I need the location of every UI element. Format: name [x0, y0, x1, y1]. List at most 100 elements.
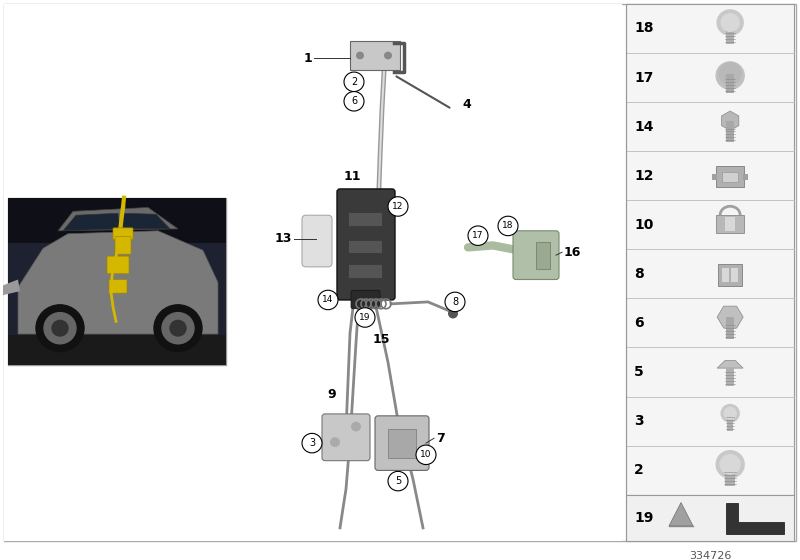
- Circle shape: [344, 91, 364, 111]
- FancyBboxPatch shape: [113, 228, 133, 240]
- FancyBboxPatch shape: [322, 414, 370, 461]
- Circle shape: [170, 320, 186, 336]
- FancyBboxPatch shape: [109, 279, 127, 293]
- Text: 9: 9: [328, 388, 336, 402]
- Text: 17: 17: [472, 231, 484, 240]
- Bar: [536, 241, 550, 269]
- Text: 2: 2: [634, 463, 644, 477]
- Bar: [725, 464, 735, 486]
- Polygon shape: [726, 502, 784, 534]
- Bar: [726, 22, 734, 44]
- Polygon shape: [123, 213, 170, 229]
- Circle shape: [36, 305, 84, 352]
- Circle shape: [154, 305, 202, 352]
- Bar: [712, 174, 717, 180]
- Circle shape: [468, 226, 488, 245]
- Bar: [725, 217, 735, 231]
- Polygon shape: [18, 231, 218, 334]
- FancyBboxPatch shape: [107, 256, 129, 274]
- Bar: [348, 240, 382, 253]
- Text: 6: 6: [351, 96, 357, 106]
- FancyBboxPatch shape: [337, 189, 395, 300]
- Bar: [626, 494, 794, 542]
- Text: 5: 5: [395, 476, 401, 486]
- Text: 8: 8: [452, 297, 458, 307]
- Circle shape: [344, 72, 364, 91]
- Circle shape: [719, 63, 741, 85]
- Bar: [4, 4, 622, 542]
- Bar: [8, 335, 226, 365]
- Text: 14: 14: [634, 120, 654, 134]
- Circle shape: [351, 422, 361, 431]
- Text: 10: 10: [420, 450, 432, 459]
- Bar: [8, 198, 226, 243]
- Text: 3: 3: [309, 438, 315, 448]
- Text: 11: 11: [343, 170, 361, 183]
- Circle shape: [416, 445, 436, 465]
- Text: 15: 15: [372, 333, 390, 346]
- Circle shape: [720, 455, 740, 474]
- Polygon shape: [58, 207, 178, 231]
- Bar: [388, 428, 416, 458]
- Text: 19: 19: [634, 511, 654, 525]
- Bar: [716, 215, 744, 232]
- Bar: [718, 264, 742, 286]
- Circle shape: [498, 216, 518, 236]
- Text: 14: 14: [322, 296, 334, 305]
- Text: 13: 13: [274, 232, 292, 245]
- Circle shape: [330, 437, 340, 447]
- Text: 18: 18: [502, 221, 514, 231]
- Text: 10: 10: [634, 218, 654, 232]
- Bar: [716, 166, 744, 188]
- Circle shape: [355, 308, 375, 327]
- Bar: [626, 4, 794, 494]
- Text: 8: 8: [634, 267, 644, 281]
- Circle shape: [721, 14, 739, 31]
- Circle shape: [388, 197, 408, 216]
- Circle shape: [356, 52, 364, 59]
- Circle shape: [445, 292, 465, 312]
- Text: 17: 17: [634, 71, 654, 85]
- Text: 6: 6: [634, 316, 644, 330]
- Polygon shape: [717, 360, 743, 368]
- Bar: [727, 413, 733, 431]
- Text: 1: 1: [303, 52, 312, 65]
- Bar: [726, 317, 734, 339]
- Text: 18: 18: [634, 21, 654, 35]
- Polygon shape: [669, 502, 693, 526]
- Text: 16: 16: [564, 246, 582, 259]
- Bar: [8, 198, 226, 365]
- Bar: [743, 174, 748, 180]
- Bar: [348, 264, 382, 278]
- Bar: [722, 172, 738, 181]
- Text: 2: 2: [351, 77, 357, 87]
- Bar: [722, 268, 729, 282]
- FancyBboxPatch shape: [351, 290, 380, 309]
- Text: 19: 19: [359, 313, 370, 322]
- Circle shape: [724, 408, 736, 419]
- Text: 12: 12: [634, 169, 654, 183]
- FancyBboxPatch shape: [375, 416, 429, 470]
- Polygon shape: [717, 306, 743, 328]
- Bar: [726, 73, 734, 93]
- Polygon shape: [63, 213, 120, 231]
- Polygon shape: [722, 111, 739, 130]
- Text: 4: 4: [462, 97, 470, 111]
- Bar: [726, 121, 734, 142]
- Circle shape: [44, 312, 76, 344]
- Text: 5: 5: [634, 365, 644, 379]
- Text: 3: 3: [634, 414, 644, 428]
- Circle shape: [716, 62, 744, 89]
- Circle shape: [448, 309, 458, 319]
- Bar: [8, 243, 226, 335]
- Bar: [726, 368, 734, 386]
- Circle shape: [716, 451, 744, 478]
- Circle shape: [721, 404, 739, 422]
- Text: 12: 12: [392, 202, 404, 211]
- Circle shape: [384, 52, 392, 59]
- Text: 7: 7: [436, 432, 445, 445]
- Circle shape: [717, 10, 743, 35]
- Bar: [731, 268, 738, 282]
- FancyBboxPatch shape: [115, 237, 131, 254]
- Circle shape: [318, 290, 338, 310]
